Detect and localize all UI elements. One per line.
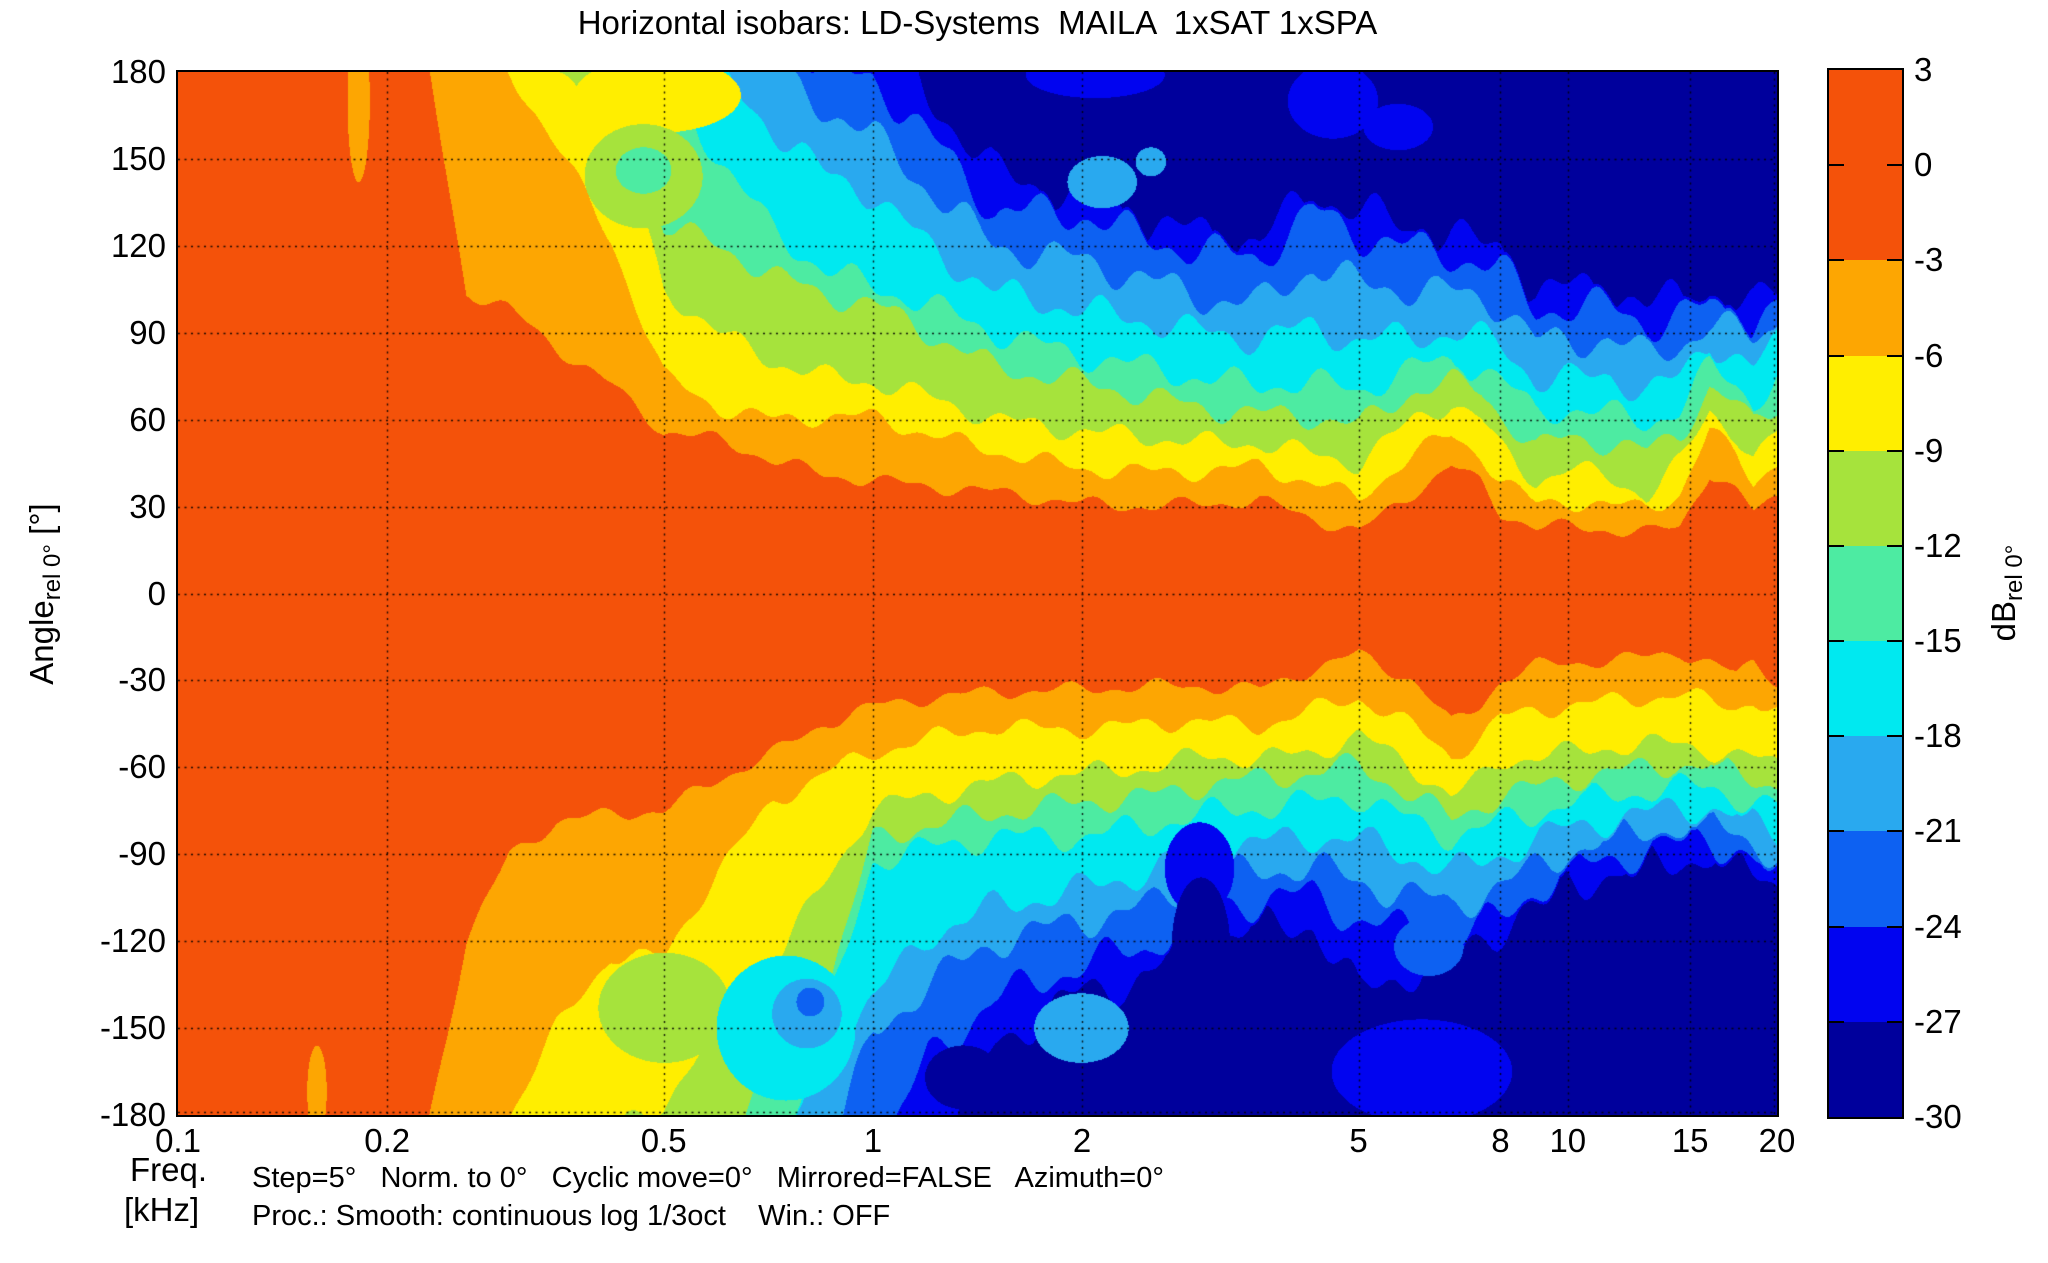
x-tick-label: 20: [1758, 1122, 1796, 1159]
colorbar-bands: [1829, 70, 1902, 1117]
colorbar-label-main: dB: [1985, 600, 2022, 642]
x-tick-label: 1: [863, 1122, 883, 1159]
colorbar-tick-mark: [1887, 735, 1902, 737]
x-axis-label-line2: [kHz]: [124, 1191, 200, 1228]
colorbar-tick-label: -27: [1914, 1002, 1962, 1040]
x-tick-label: 0.2: [364, 1122, 411, 1159]
y-tick-label: -60: [118, 748, 166, 786]
y-tick-label: 90: [129, 313, 166, 351]
plot-border: [176, 70, 1779, 1117]
colorbar-band: [1829, 356, 1902, 451]
x-tick-label: 0.5: [640, 1122, 687, 1159]
colorbar-tick-mark: [1829, 545, 1844, 547]
y-tick-label: -180: [99, 1096, 166, 1133]
colorbar-label-subscript: rel 0°: [2001, 544, 2028, 601]
colorbar-tick-label: -15: [1914, 622, 1962, 660]
colorbar-tick-label: -3: [1914, 241, 1944, 279]
y-tick-label: 60: [129, 400, 166, 438]
colorbar-band: [1829, 736, 1902, 831]
colorbar-band: [1829, 831, 1902, 927]
colorbar-tick-mark: [1887, 355, 1902, 357]
colorbar-tick-label: -21: [1914, 812, 1962, 850]
chart-title: Horizontal isobars: LD-Systems MAILA 1xS…: [577, 4, 1378, 41]
colorbar-tick-mark: [1887, 545, 1902, 547]
y-tick-label: -120: [99, 922, 166, 960]
colorbar-band: [1829, 451, 1902, 546]
x-tick-label: 0.1: [155, 1122, 201, 1159]
colorbar-tick-label: 0: [1914, 146, 1933, 184]
y-axis-label: Anglerel 0° [°]: [23, 503, 66, 685]
colorbar-tick-mark: [1829, 830, 1844, 832]
processing-annotation-line1: Step=5° Norm. to 0° Cyclic move=0° Mirro…: [252, 1162, 1164, 1194]
colorbar-tick-label: 3: [1914, 51, 1933, 88]
colorbar-axis-label: dBrel 0°: [1985, 545, 2028, 642]
x-tick-label: 8: [1491, 1122, 1510, 1159]
colorbar-tick-mark: [1829, 1021, 1844, 1023]
colorbar-tick-mark: [1887, 830, 1902, 832]
colorbar-tick-mark: [1887, 926, 1902, 928]
colorbar-tick-label: -6: [1914, 336, 1944, 374]
x-tick-label: 5: [1349, 1122, 1368, 1159]
x-tick-label: 2: [1072, 1122, 1092, 1159]
colorbar-band: [1829, 546, 1902, 641]
y-tick-label: 150: [110, 139, 166, 177]
colorbar-tick-mark: [1829, 164, 1844, 166]
x-axis-label-line1: Freq.: [130, 1151, 208, 1188]
colorbar-tick-mark: [1887, 1021, 1902, 1023]
x-tick-label: 10: [1549, 1122, 1587, 1159]
y-tick-label: 180: [110, 53, 166, 90]
colorbar-band: [1829, 165, 1902, 260]
colorbar-band: [1829, 641, 1902, 736]
y-axis-label-subscript: rel 0°: [39, 544, 66, 601]
y-axis-label-main: Angle: [23, 600, 60, 685]
colorbar-tick-mark: [1829, 450, 1844, 452]
colorbar-tick-label: -18: [1914, 717, 1962, 755]
colorbar-tick-mark: [1887, 259, 1902, 261]
colorbar-band: [1829, 70, 1902, 165]
colorbar-tick-mark: [1829, 926, 1844, 928]
colorbar-band: [1829, 260, 1902, 356]
y-tick-label: 120: [110, 226, 166, 264]
colorbar-tick-mark: [1829, 355, 1844, 357]
colorbar-tick-label: -9: [1914, 431, 1944, 469]
x-tick-label: 15: [1671, 1122, 1709, 1159]
colorbar: [1827, 68, 1904, 1119]
y-tick-label: -90: [118, 835, 166, 873]
colorbar-tick-mark: [1829, 735, 1844, 737]
y-axis-label-unit: [°]: [23, 503, 60, 544]
processing-annotation-line2: Proc.: Smooth: continuous log 1/3oct Win…: [252, 1200, 891, 1232]
colorbar-tick-label: -30: [1914, 1098, 1962, 1135]
colorbar-tick-mark: [1829, 640, 1844, 642]
colorbar-band: [1829, 927, 1902, 1022]
colorbar-tick-mark: [1887, 164, 1902, 166]
y-tick-label: -150: [99, 1009, 166, 1047]
y-tick-label: 30: [129, 487, 166, 525]
colorbar-tick-mark: [1887, 640, 1902, 642]
isobar-contour-plot: [178, 72, 1777, 1115]
colorbar-tick-label: -12: [1914, 526, 1962, 564]
colorbar-tick-mark: [1887, 450, 1902, 452]
colorbar-tick-label: -24: [1914, 907, 1962, 945]
colorbar-band: [1829, 1022, 1902, 1117]
y-tick-label: 0: [147, 574, 166, 612]
y-tick-label: -30: [118, 661, 166, 699]
colorbar-tick-mark: [1829, 259, 1844, 261]
